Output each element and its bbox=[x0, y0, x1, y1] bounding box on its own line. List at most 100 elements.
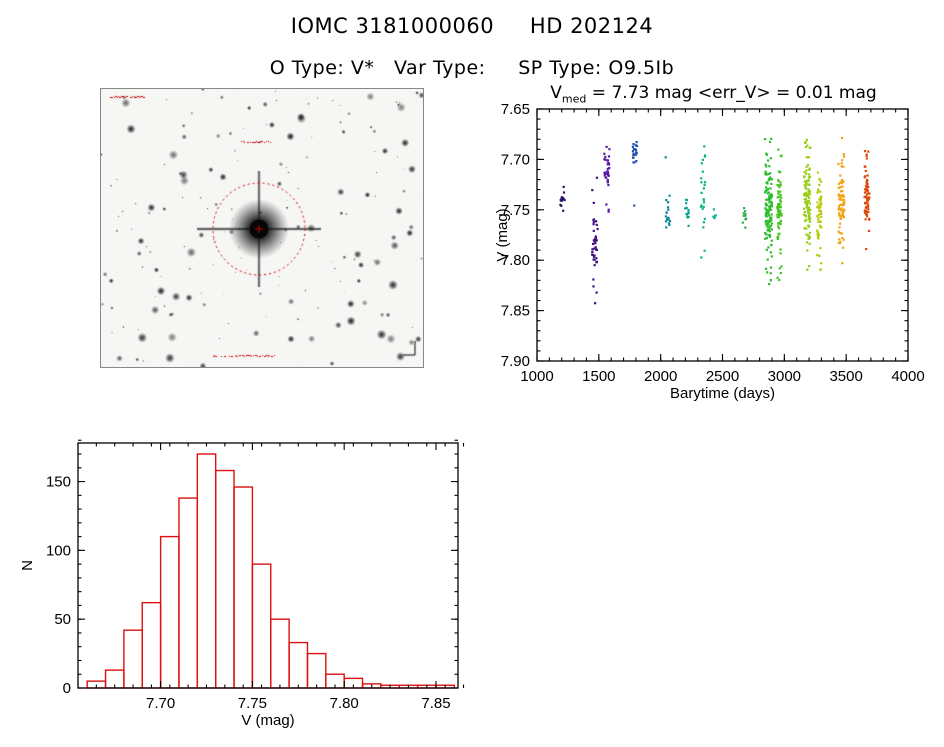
data-point bbox=[742, 212, 745, 215]
data-point bbox=[778, 267, 781, 270]
x-tick-label: 7.70 bbox=[146, 695, 175, 712]
data-point bbox=[635, 160, 638, 163]
data-point bbox=[767, 219, 770, 222]
data-point bbox=[767, 179, 770, 182]
data-point bbox=[744, 218, 747, 221]
data-point bbox=[819, 224, 822, 227]
data-point bbox=[867, 150, 870, 153]
data-point bbox=[633, 204, 636, 207]
data-point bbox=[778, 232, 781, 235]
data-point bbox=[778, 213, 781, 216]
data-point bbox=[770, 182, 773, 185]
data-point bbox=[807, 234, 810, 237]
data-point bbox=[593, 264, 596, 267]
data-point bbox=[778, 211, 781, 214]
data-point bbox=[843, 198, 846, 201]
data-point bbox=[702, 221, 705, 224]
data-point bbox=[770, 201, 773, 204]
data-point bbox=[769, 172, 772, 175]
data-point bbox=[820, 262, 823, 265]
data-point bbox=[701, 158, 704, 161]
data-point bbox=[770, 178, 773, 181]
data-point bbox=[595, 223, 598, 226]
data-point bbox=[805, 169, 808, 172]
data-point bbox=[805, 200, 808, 203]
data-point bbox=[700, 162, 703, 165]
data-point bbox=[838, 231, 841, 235]
data-point bbox=[780, 196, 783, 199]
data-point bbox=[839, 181, 842, 184]
data-point bbox=[769, 217, 772, 221]
data-point bbox=[865, 210, 869, 213]
data-point bbox=[632, 152, 635, 155]
data-point bbox=[667, 208, 670, 211]
data-point bbox=[779, 181, 782, 184]
data-point bbox=[700, 256, 703, 259]
data-point bbox=[840, 165, 843, 168]
data-point bbox=[559, 199, 562, 202]
x-tick-label: 3500 bbox=[829, 368, 862, 385]
data-point bbox=[562, 185, 565, 188]
data-point bbox=[703, 249, 706, 252]
data-point bbox=[809, 217, 812, 220]
y-tick-label: 7.85 bbox=[501, 303, 530, 320]
data-point bbox=[817, 220, 820, 223]
data-point bbox=[592, 221, 595, 224]
data-point bbox=[818, 198, 822, 201]
data-point bbox=[840, 162, 843, 165]
data-point bbox=[779, 183, 782, 187]
y-tick-label: 7.75 bbox=[501, 202, 530, 219]
data-point bbox=[806, 164, 810, 167]
data-point bbox=[603, 172, 606, 175]
data-point bbox=[631, 150, 635, 153]
data-point bbox=[765, 223, 769, 226]
data-point bbox=[664, 215, 667, 218]
data-point bbox=[700, 191, 703, 194]
data-point bbox=[607, 171, 610, 174]
data-point bbox=[840, 190, 843, 193]
data-point bbox=[744, 213, 747, 216]
data-point bbox=[817, 214, 820, 217]
data-point bbox=[765, 153, 769, 156]
data-point bbox=[687, 208, 690, 212]
data-point bbox=[803, 198, 806, 201]
data-point bbox=[592, 218, 595, 221]
data-point bbox=[841, 236, 844, 240]
y-tick-label: 50 bbox=[54, 611, 71, 628]
data-point bbox=[595, 257, 598, 260]
data-point bbox=[805, 181, 808, 185]
data-point bbox=[805, 193, 808, 197]
data-point bbox=[664, 156, 667, 159]
y-tick-label: 7.90 bbox=[501, 353, 530, 370]
data-point bbox=[837, 193, 840, 196]
data-point bbox=[770, 219, 773, 222]
data-point bbox=[865, 180, 868, 183]
data-point bbox=[817, 233, 820, 236]
data-point bbox=[808, 213, 811, 216]
data-point bbox=[765, 165, 768, 168]
y-tick-label: 150 bbox=[46, 474, 71, 491]
data-point bbox=[592, 278, 595, 281]
data-point bbox=[766, 188, 769, 191]
data-point bbox=[631, 145, 634, 148]
data-point bbox=[805, 206, 808, 209]
data-point bbox=[808, 220, 811, 223]
data-point bbox=[816, 230, 819, 233]
data-point bbox=[777, 180, 780, 183]
data-point bbox=[839, 208, 842, 211]
data-point bbox=[702, 201, 706, 204]
data-point bbox=[593, 254, 596, 257]
histogram-bar bbox=[214, 469, 235, 689]
data-point bbox=[770, 137, 773, 140]
data-point bbox=[767, 228, 771, 231]
data-point bbox=[804, 191, 807, 194]
data-point bbox=[769, 224, 773, 227]
data-point bbox=[742, 214, 745, 217]
data-point bbox=[868, 192, 871, 195]
data-point bbox=[769, 157, 772, 160]
data-point bbox=[806, 249, 809, 252]
data-point bbox=[806, 211, 809, 214]
data-point bbox=[841, 262, 844, 265]
data-point bbox=[769, 206, 772, 209]
data-point bbox=[865, 153, 868, 156]
